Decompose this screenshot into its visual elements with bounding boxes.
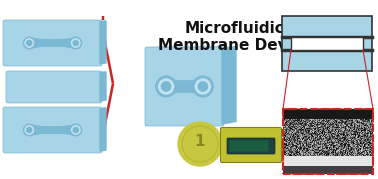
Polygon shape (222, 47, 236, 124)
Circle shape (73, 127, 78, 133)
Circle shape (178, 122, 222, 166)
Circle shape (25, 39, 33, 47)
Polygon shape (29, 125, 76, 135)
Circle shape (23, 124, 35, 136)
Polygon shape (8, 72, 106, 73)
Circle shape (26, 127, 32, 133)
Circle shape (25, 126, 33, 134)
FancyBboxPatch shape (229, 141, 268, 151)
Text: 1: 1 (195, 134, 205, 149)
Circle shape (198, 82, 208, 91)
Circle shape (161, 82, 171, 91)
Polygon shape (100, 72, 106, 101)
FancyBboxPatch shape (3, 107, 102, 153)
Polygon shape (147, 47, 236, 49)
Circle shape (70, 37, 82, 49)
Polygon shape (166, 77, 203, 96)
Circle shape (156, 76, 177, 97)
Circle shape (73, 40, 78, 46)
Circle shape (195, 79, 211, 94)
Polygon shape (100, 108, 106, 151)
Text: Microfluidic
Membrane Device: Microfluidic Membrane Device (158, 21, 312, 53)
Circle shape (71, 126, 80, 134)
Polygon shape (100, 21, 106, 64)
Circle shape (71, 39, 80, 47)
Bar (291, 37, 363, 50)
FancyBboxPatch shape (145, 47, 224, 126)
Circle shape (192, 76, 213, 97)
Polygon shape (5, 108, 106, 109)
FancyBboxPatch shape (227, 138, 275, 154)
Circle shape (70, 124, 82, 136)
FancyBboxPatch shape (220, 127, 282, 163)
Bar (283, 109, 373, 174)
FancyBboxPatch shape (282, 16, 372, 71)
Circle shape (23, 37, 35, 49)
Circle shape (159, 79, 174, 94)
FancyBboxPatch shape (3, 20, 102, 66)
FancyBboxPatch shape (6, 71, 102, 103)
Bar (283, 109, 373, 174)
Circle shape (26, 40, 32, 46)
Polygon shape (5, 21, 106, 22)
Polygon shape (29, 38, 76, 48)
